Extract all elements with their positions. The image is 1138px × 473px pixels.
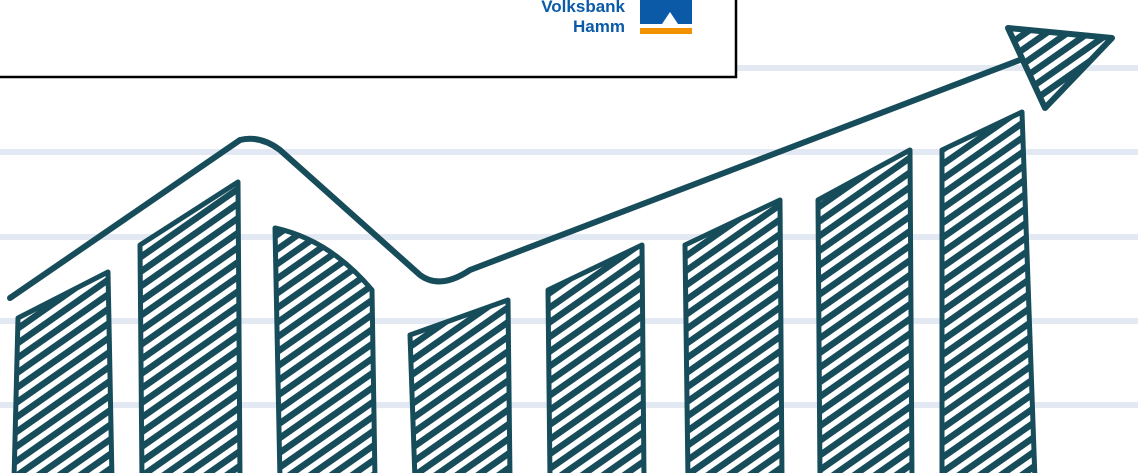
logo-line1: Volksbank (541, 0, 625, 16)
arrow-head (1005, 25, 1115, 111)
sketch-bar (407, 297, 513, 473)
trend-arrow (7, 25, 1115, 301)
logo-line2: Hamm (573, 17, 625, 36)
sketch-bar (272, 225, 378, 473)
sketch-bar (137, 179, 243, 473)
arrow-line (7, 55, 1028, 301)
sketch-bar (939, 109, 1038, 473)
sketch-bar (682, 197, 785, 473)
logo-frame (0, 0, 738, 79)
sketch-bar (545, 242, 647, 473)
sketch-bar (11, 269, 115, 473)
sketch-bar (815, 147, 915, 473)
logo-box: Volksbank Hamm (0, 0, 738, 79)
logo-mark (640, 0, 692, 24)
sketch-bars (11, 109, 1038, 473)
logo-bar (640, 28, 692, 34)
